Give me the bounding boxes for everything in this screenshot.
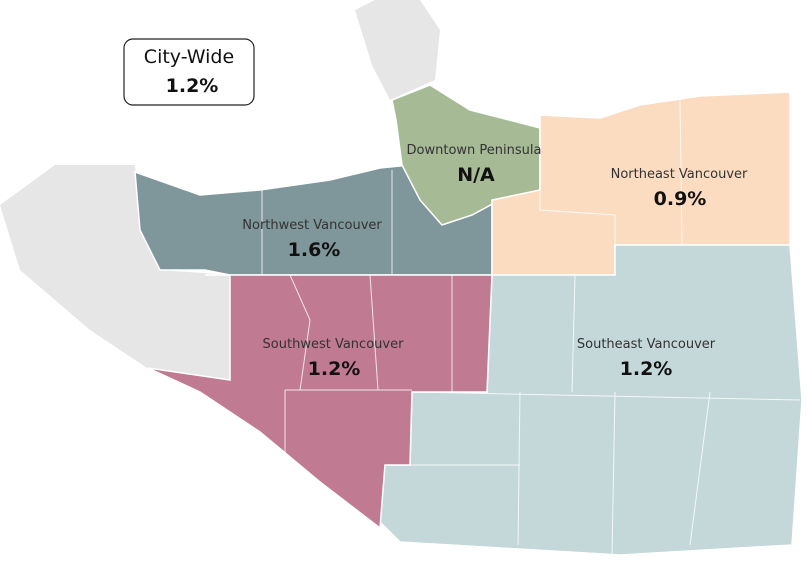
land bbox=[355, 0, 440, 100]
region-name: Southwest Vancouver bbox=[263, 337, 405, 352]
region-value: 1.2% bbox=[308, 358, 361, 380]
region-value: 1.6% bbox=[288, 239, 341, 261]
land bbox=[0, 165, 230, 380]
legend-label: City-Wide bbox=[144, 46, 234, 68]
region-downtown bbox=[391, 84, 541, 226]
base-land bbox=[0, 0, 440, 380]
region-name: Northwest Vancouver bbox=[242, 218, 382, 233]
region-value: N/A bbox=[457, 164, 495, 186]
region-name: Southeast Vancouver bbox=[577, 337, 716, 352]
region-name: Downtown Peninsula bbox=[407, 143, 542, 158]
legend-value: 1.2% bbox=[166, 75, 219, 97]
region-value: 1.2% bbox=[620, 358, 673, 380]
boundaries bbox=[261, 97, 801, 556]
region-value: 0.9% bbox=[654, 188, 707, 210]
legend-box bbox=[123, 38, 255, 106]
region-name: Northeast Vancouver bbox=[611, 167, 748, 182]
